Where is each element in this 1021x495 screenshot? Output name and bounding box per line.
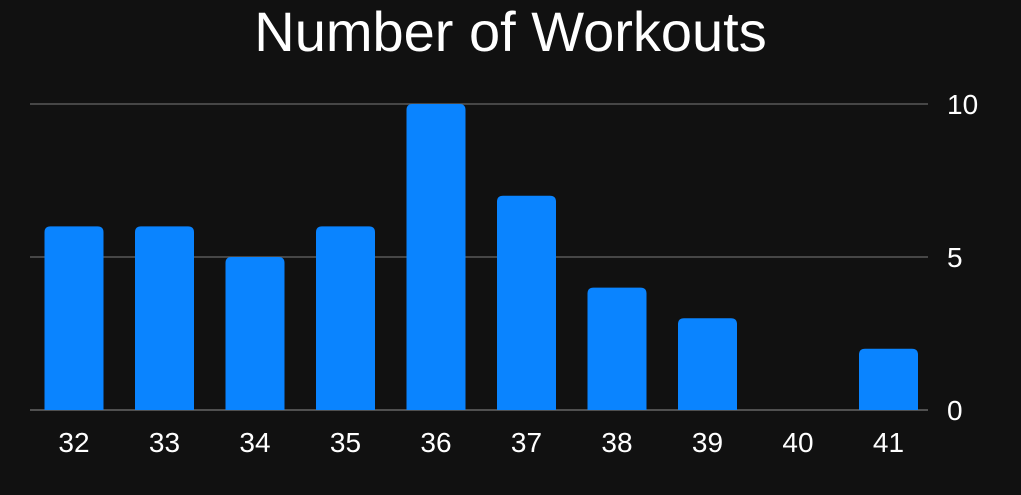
bar xyxy=(406,104,466,410)
bar xyxy=(225,257,285,410)
x-tick-label: 41 xyxy=(873,427,904,458)
x-tick-label: 33 xyxy=(149,427,180,458)
bar xyxy=(859,348,918,410)
bar xyxy=(135,226,194,410)
chart-title: Number of Workouts xyxy=(254,0,767,63)
x-tick-label: 39 xyxy=(692,427,723,458)
bar xyxy=(678,318,737,410)
bar xyxy=(316,226,375,410)
y-tick-label: 5 xyxy=(947,242,963,273)
y-tick-label: 0 xyxy=(947,395,963,426)
bar xyxy=(44,226,104,410)
x-tick-label: 37 xyxy=(511,427,542,458)
x-tick-label: 34 xyxy=(239,427,270,458)
x-tick-label: 38 xyxy=(601,427,632,458)
bar xyxy=(497,195,556,410)
y-tick-label: 10 xyxy=(947,89,978,120)
x-tick-label: 35 xyxy=(330,427,361,458)
x-tick-label: 32 xyxy=(58,427,89,458)
x-tick-label: 36 xyxy=(420,427,451,458)
bar xyxy=(587,287,647,410)
x-tick-label: 40 xyxy=(782,427,813,458)
